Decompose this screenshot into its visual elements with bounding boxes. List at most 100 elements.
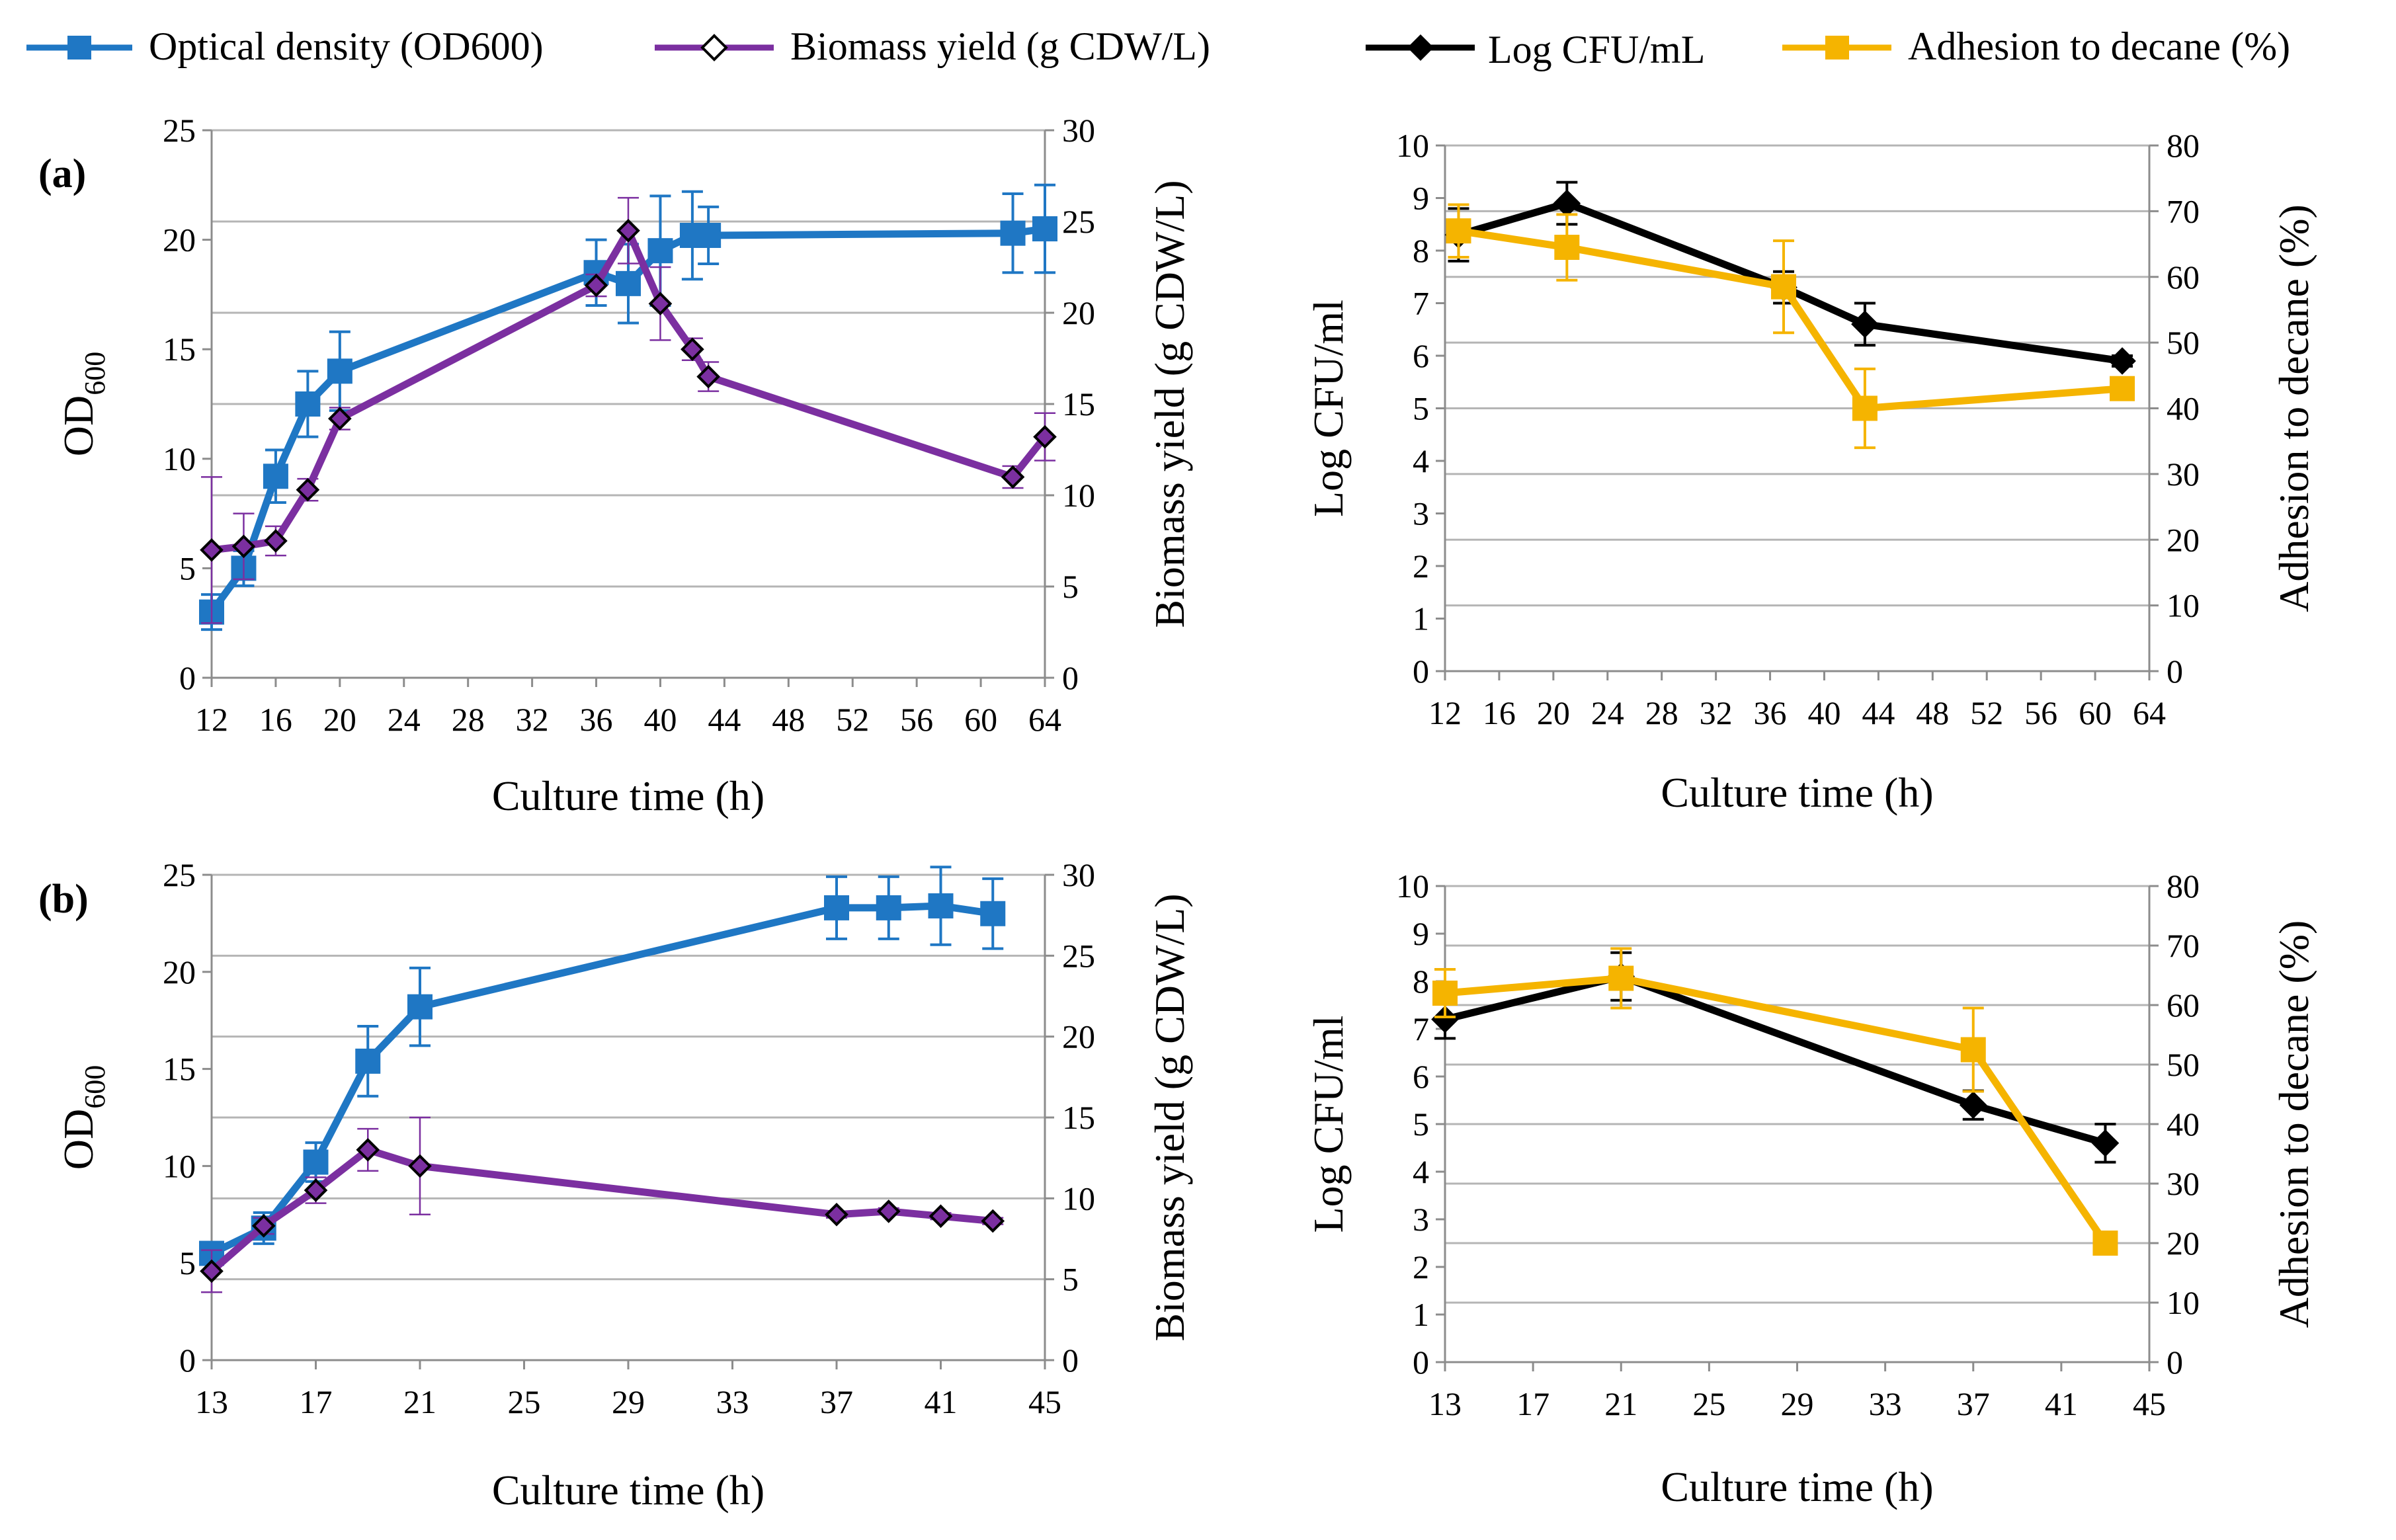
a-right-y2tick-label: 40 [2167, 390, 2200, 427]
b-right-adhesion-to-decane-point [1432, 981, 1458, 1006]
a-left-y2tick-label: 5 [1062, 568, 1079, 605]
a-left-biomass-yield-g-cdw-l-point [296, 477, 320, 502]
a-right-log-cfu-ml-point [1851, 310, 1879, 339]
b-right-ylabel-main: Log CFU/ml [1305, 1016, 1352, 1233]
b-left-biomass-yield-g-cdw-l-point [251, 1214, 276, 1238]
b-left-xtick-label: 33 [716, 1383, 749, 1420]
a-left-biomass-yield-g-cdw-l-point [1033, 425, 1057, 449]
a-left-biomass-yield-g-cdw-l-point [328, 407, 352, 430]
a-left-ytick-label: 5 [179, 549, 196, 587]
b-left-ytick-label: 10 [163, 1147, 196, 1184]
b-right-log-cfu-ml-point [1431, 1005, 1459, 1033]
b-left-y2label: Biomass yield (g CDW/L) [1146, 893, 1193, 1341]
b-right-ytick-label: 3 [1413, 1201, 1429, 1238]
b-right-ytick-label: 2 [1413, 1248, 1429, 1285]
a-left-optical-density-od600-series [199, 183, 1057, 631]
a-right-ytick-label: 8 [1413, 232, 1429, 269]
legend-label-biomass: Biomass yield (g CDW/L) [790, 24, 1210, 68]
b-left-xlabel: Culture time (h) [492, 1467, 764, 1514]
a-left-y2label: Biomass yield (g CDW/L) [1146, 180, 1193, 628]
a-left-biomass-yield-g-cdw-l-point [231, 534, 256, 559]
a-right-xtick-label: 64 [2133, 694, 2166, 731]
b-right-ytick-label: 1 [1413, 1296, 1429, 1333]
b-left-ytick-label: 25 [163, 856, 196, 893]
b-right-xtick-label: 45 [2133, 1385, 2166, 1422]
b-right-xtick-label: 21 [1604, 1385, 1637, 1422]
b-left-biomass-yield-g-cdw-l-point [304, 1178, 328, 1202]
a-left-xtick-label: 40 [643, 701, 677, 738]
a-right-xtick-label: 32 [1700, 694, 1733, 731]
a-left-xtick-label: 36 [580, 701, 613, 738]
b-right-ytick-label: 9 [1413, 915, 1429, 952]
b-left-optical-density-od600-point [980, 901, 1006, 926]
b-left-xtick-label: 25 [508, 1383, 541, 1420]
a-right-y2tick-label: 10 [2167, 587, 2200, 624]
a-left-biomass-yield-g-cdw-l-point [616, 218, 640, 243]
b-right-y2tick-label: 20 [2167, 1225, 2200, 1262]
b-left-ylabel-sub: 600 [79, 1065, 111, 1109]
a-right-xtick-label: 12 [1428, 694, 1462, 731]
b-left-ytick-label: 5 [179, 1244, 196, 1281]
legend: Optical density (OD600) Biomass yield (g… [26, 24, 2290, 71]
legend-item-od600: Optical density (OD600) [26, 24, 544, 68]
a-right-xtick-label: 56 [2024, 694, 2057, 731]
a-right-ytick-label: 4 [1413, 442, 1429, 479]
a-right-y2tick-label: 70 [2167, 192, 2200, 229]
b-left-ylabel: OD600 [55, 1065, 111, 1170]
b-left-xtick-label: 37 [820, 1383, 853, 1420]
a-right-xlabel: Culture time (h) [1661, 769, 1933, 816]
chart-b-left: 0 5 10 15 20 25 0 5 10 15 20 25 30 13 17 21 25 29 33 37 41 45… [55, 856, 1193, 1514]
b-right-adhesion-to-decane-point [1960, 1037, 1986, 1063]
a-right-xtick-label: 44 [1862, 694, 1895, 731]
a-left-optical-density-od600-point [647, 238, 673, 264]
a-left-y2tick-label: 30 [1062, 112, 1095, 149]
b-right-ytick-label: 8 [1413, 963, 1429, 1000]
a-right-adhesion-to-decane-point [1771, 274, 1797, 300]
b-right-xtick-label: 13 [1428, 1385, 1462, 1422]
b-left-xtick-label: 29 [612, 1383, 645, 1420]
b-right-ytick-label: 0 [1413, 1344, 1429, 1381]
legend-item-logcfu: Log CFU/mL [1366, 28, 1705, 71]
a-left-xtick-label: 16 [259, 701, 292, 738]
a-right-xtick-label: 52 [1970, 694, 2003, 731]
b-left-y2tick-label: 10 [1062, 1180, 1095, 1217]
a-right-adhesion-to-decane-point [1554, 235, 1580, 261]
a-left-biomass-yield-g-cdw-l-point [681, 337, 704, 362]
chart-a-left: 0 5 10 15 20 25 0 5 10 15 20 25 30 12 16 20 24 28 32 36 40 44… [55, 112, 1193, 819]
b-right-xtick-label: 29 [1781, 1385, 1814, 1422]
b-right-y2tick-label: 60 [2167, 987, 2200, 1024]
b-right-xtick-label: 17 [1516, 1385, 1549, 1422]
b-left-y2tick-label: 15 [1062, 1099, 1095, 1136]
b-left-xtick-label: 21 [403, 1383, 436, 1420]
a-right-ytick-label: 5 [1413, 390, 1429, 427]
a-left-ytick-label: 10 [163, 440, 196, 477]
a-right-y2tick-label: 80 [2167, 127, 2200, 164]
a-right-adhesion-to-decane-point [1852, 395, 1878, 421]
a-right-ytick-label: 9 [1413, 180, 1429, 217]
b-right-ytick-label: 4 [1413, 1153, 1429, 1190]
legend-item-biomass: Biomass yield (g CDW/L) [655, 24, 1210, 68]
legend-item-adhesion: Adhesion to decane (%) [1782, 24, 2290, 68]
a-left-xtick-label: 60 [964, 701, 997, 738]
panel-label-a: (a) [38, 151, 86, 196]
b-right-adhesion-to-decane-point [2092, 1231, 2118, 1256]
a-right-ytick-label: 0 [1413, 653, 1429, 690]
a-left-ylabel: OD600 [55, 352, 111, 456]
b-right-adhesion-to-decane-point [1608, 965, 1634, 991]
b-left-y2tick-label: 5 [1062, 1261, 1079, 1298]
a-right-ytick-label: 10 [1396, 127, 1429, 164]
b-right-y2tick-label: 0 [2167, 1344, 2183, 1381]
a-left-optical-density-od600-point [616, 270, 641, 296]
a-right-ylabel-main: Log CFU/ml [1305, 300, 1352, 517]
a-left-xlabel: Culture time (h) [492, 772, 764, 819]
b-left-biomass-yield-g-cdw-l-point [876, 1199, 901, 1223]
a-right-ytick-label: 2 [1413, 547, 1429, 585]
a-left-optical-density-od600-point [327, 358, 352, 384]
legend-marker-logcfu [1407, 34, 1434, 61]
b-right-ytick-label: 10 [1396, 868, 1429, 905]
b-left-xtick-label: 45 [1028, 1383, 1061, 1420]
a-left-ytick-label: 15 [163, 331, 196, 368]
b-left-xtick-label: 41 [925, 1383, 958, 1420]
b-left-y2tick-label: 30 [1062, 856, 1095, 893]
